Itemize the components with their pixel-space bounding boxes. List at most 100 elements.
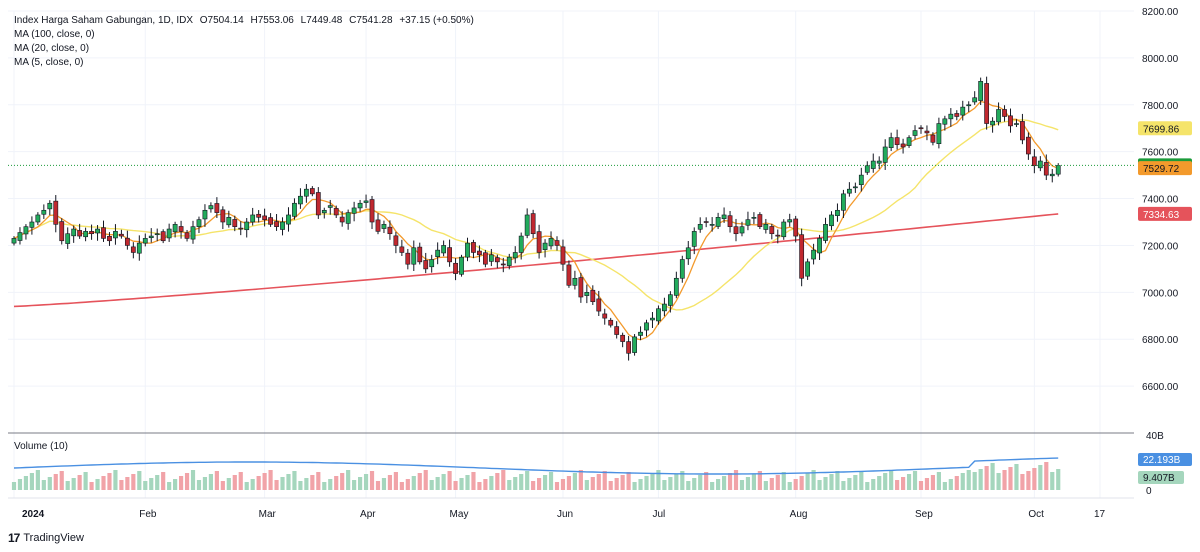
y-tick-label: 8200.00 <box>1142 7 1179 18</box>
volume-bar <box>17 479 23 490</box>
candle-body <box>751 217 757 219</box>
candle-body <box>65 233 71 244</box>
candle-body <box>441 245 447 254</box>
volume-bar <box>710 482 715 490</box>
candle-body <box>363 200 369 203</box>
volume-bar <box>369 471 375 490</box>
candle-body <box>912 130 918 136</box>
candle-body <box>823 224 828 241</box>
candle-body <box>405 252 411 265</box>
candle-body <box>202 209 208 220</box>
candle-body <box>226 217 232 226</box>
candle-body <box>942 118 948 125</box>
candle-body <box>59 221 65 242</box>
candle-body <box>453 262 458 274</box>
volume-bar <box>847 478 852 490</box>
volume-bar <box>190 470 196 490</box>
symbol-row: Index Harga Saham Gabungan, 1D, IDX O750… <box>14 14 474 28</box>
candle-body <box>667 294 673 306</box>
y-tick-label: 6800.00 <box>1142 335 1179 346</box>
x-tick-label: May <box>450 509 469 520</box>
candle-body <box>298 195 303 205</box>
volume-bar <box>865 482 870 490</box>
volume-ma-tag: 22.193B <box>1143 455 1181 466</box>
candle-body <box>1037 160 1043 169</box>
candle-body <box>918 127 924 130</box>
candle-body <box>447 247 452 263</box>
volume-bar <box>978 469 983 490</box>
candle-body <box>95 228 100 234</box>
candle-body <box>465 242 470 258</box>
volume-bar <box>423 470 428 490</box>
volume-bar <box>1056 469 1061 490</box>
candle-body <box>632 336 637 353</box>
volume-bar <box>936 472 941 490</box>
volume-bar <box>513 477 518 490</box>
volume-bar <box>220 481 225 490</box>
volume-bar <box>411 476 416 490</box>
volume-bar <box>620 475 625 490</box>
candle-body <box>536 231 542 253</box>
candle-body <box>954 113 960 117</box>
indicator-ma5[interactable]: MA (5, close, 0) <box>14 57 84 68</box>
candle-body <box>23 226 29 235</box>
x-tick-label: Mar <box>259 509 277 520</box>
volume-bar <box>674 474 679 490</box>
volume-bar <box>960 473 965 490</box>
volume-bar <box>352 480 357 490</box>
volume-bar <box>793 479 798 490</box>
volume-bar <box>304 478 309 490</box>
candle-body <box>960 106 966 116</box>
candle-body <box>650 317 655 321</box>
candle-body <box>835 209 840 216</box>
indicator-ma100[interactable]: MA (100, close, 0) <box>14 29 95 40</box>
candle-body <box>184 232 190 239</box>
volume-bar <box>948 479 953 490</box>
volume-bar <box>614 478 619 490</box>
candle-body <box>333 208 339 216</box>
candle-body <box>554 240 560 246</box>
volume-bar <box>930 475 936 490</box>
footer-brand[interactable]: 17 TradingView <box>8 531 84 545</box>
candle-body <box>858 174 864 186</box>
volume-bar <box>817 480 822 490</box>
candle-body <box>739 226 745 234</box>
volume-bar <box>274 480 279 490</box>
volume-bar <box>632 482 637 490</box>
volume-bar <box>954 476 959 490</box>
candle-body <box>542 242 548 250</box>
volume-bar <box>1032 468 1037 490</box>
volume-legend[interactable]: Volume (10) <box>14 441 68 452</box>
volume-bar <box>59 471 64 490</box>
candle-body <box>190 226 196 240</box>
y-tick-label: 7800.00 <box>1142 101 1179 112</box>
candle-body <box>124 237 130 246</box>
volume-bar <box>47 477 52 490</box>
volume-bar <box>548 472 554 490</box>
volume-bar <box>1020 474 1025 490</box>
volume-bar <box>501 470 506 490</box>
volume-bar <box>966 470 971 490</box>
volume-bar <box>877 476 882 490</box>
volume-scale-zero: 0 <box>1146 486 1152 497</box>
volume-bar <box>751 474 757 490</box>
candle-body <box>620 334 626 342</box>
candle-body <box>930 134 936 143</box>
volume-bar <box>871 479 876 490</box>
indicator-ma20[interactable]: MA (20, close, 0) <box>14 43 90 54</box>
candle-body <box>829 214 834 227</box>
volume-bar <box>578 470 583 490</box>
candle-body <box>292 202 297 217</box>
volume-bar <box>602 471 607 490</box>
symbol-title: Index Harga Saham Gabungan, 1D, IDX <box>14 15 193 26</box>
candle-body <box>852 186 858 189</box>
volume-bar <box>328 479 333 490</box>
x-tick-label: Feb <box>139 509 157 520</box>
volume-bar <box>65 481 70 490</box>
candle-body <box>399 246 405 253</box>
candle-body <box>811 249 816 260</box>
volume-bar <box>823 477 828 490</box>
candle-body <box>518 235 524 253</box>
candle-body <box>709 224 715 226</box>
